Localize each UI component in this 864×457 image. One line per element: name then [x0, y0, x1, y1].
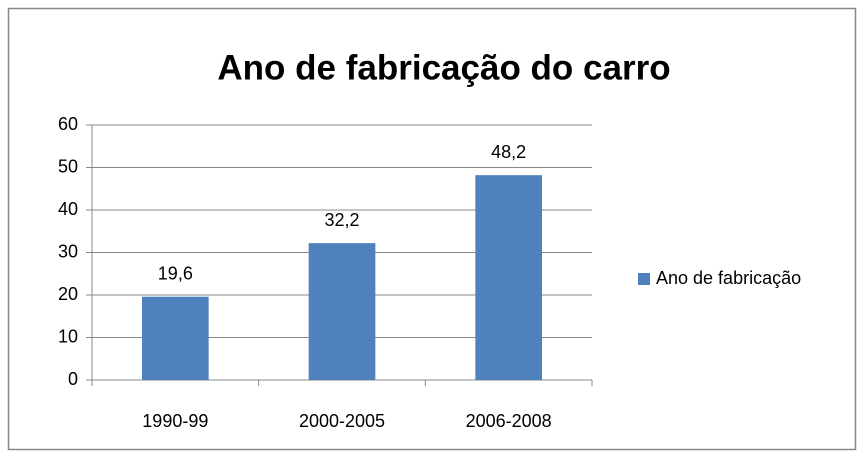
y-tick-label: 10 — [58, 326, 78, 346]
y-tick-label: 50 — [58, 156, 78, 176]
y-tick-label: 30 — [58, 241, 78, 261]
x-tick-label: 2006-2008 — [466, 411, 552, 431]
bar — [475, 175, 542, 380]
y-tick-label: 0 — [68, 369, 78, 389]
data-label: 19,6 — [158, 263, 193, 283]
bar — [308, 243, 376, 380]
data-label: 32,2 — [324, 210, 359, 230]
y-tick-label: 20 — [58, 284, 78, 304]
x-tick-label: 1990-99 — [142, 411, 208, 431]
chart-title: Ano de fabricação do carro — [217, 48, 670, 87]
x-tick-label: 2000-2005 — [299, 411, 385, 431]
bar — [142, 296, 209, 380]
legend-label: Ano de fabricação — [656, 268, 801, 288]
data-label: 48,2 — [491, 142, 526, 162]
y-tick-label: 60 — [58, 114, 78, 134]
y-tick-label: 40 — [58, 199, 78, 219]
legend-swatch — [638, 273, 650, 285]
